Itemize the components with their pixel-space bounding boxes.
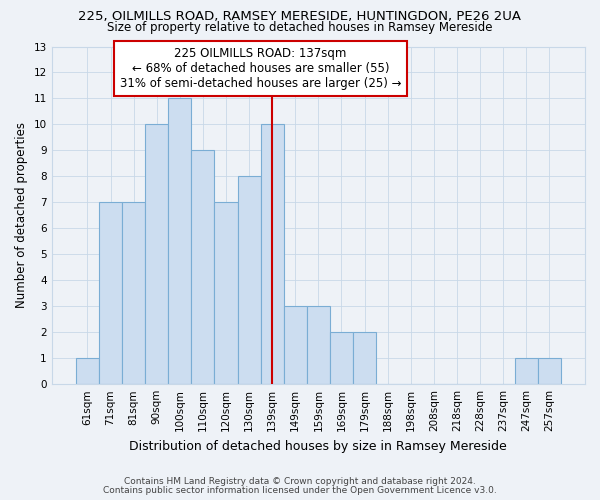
X-axis label: Distribution of detached houses by size in Ramsey Mereside: Distribution of detached houses by size … (130, 440, 507, 452)
Bar (284, 306, 307, 384)
Bar (145, 124, 168, 384)
Bar (191, 150, 214, 384)
Text: 225 OILMILLS ROAD: 137sqm
← 68% of detached houses are smaller (55)
31% of semi-: 225 OILMILLS ROAD: 137sqm ← 68% of detac… (120, 47, 401, 90)
Bar (168, 98, 191, 384)
Bar (515, 358, 538, 384)
Bar (538, 358, 561, 384)
Y-axis label: Number of detached properties: Number of detached properties (15, 122, 28, 308)
Text: Size of property relative to detached houses in Ramsey Mereside: Size of property relative to detached ho… (107, 21, 493, 34)
Bar (307, 306, 330, 384)
Bar (99, 202, 122, 384)
Bar (238, 176, 260, 384)
Text: Contains public sector information licensed under the Open Government Licence v3: Contains public sector information licen… (103, 486, 497, 495)
Text: Contains HM Land Registry data © Crown copyright and database right 2024.: Contains HM Land Registry data © Crown c… (124, 477, 476, 486)
Bar (122, 202, 145, 384)
Bar (214, 202, 238, 384)
Bar (330, 332, 353, 384)
Text: 225, OILMILLS ROAD, RAMSEY MERESIDE, HUNTINGDON, PE26 2UA: 225, OILMILLS ROAD, RAMSEY MERESIDE, HUN… (79, 10, 521, 23)
Bar (260, 124, 284, 384)
Bar (76, 358, 99, 384)
Bar (353, 332, 376, 384)
